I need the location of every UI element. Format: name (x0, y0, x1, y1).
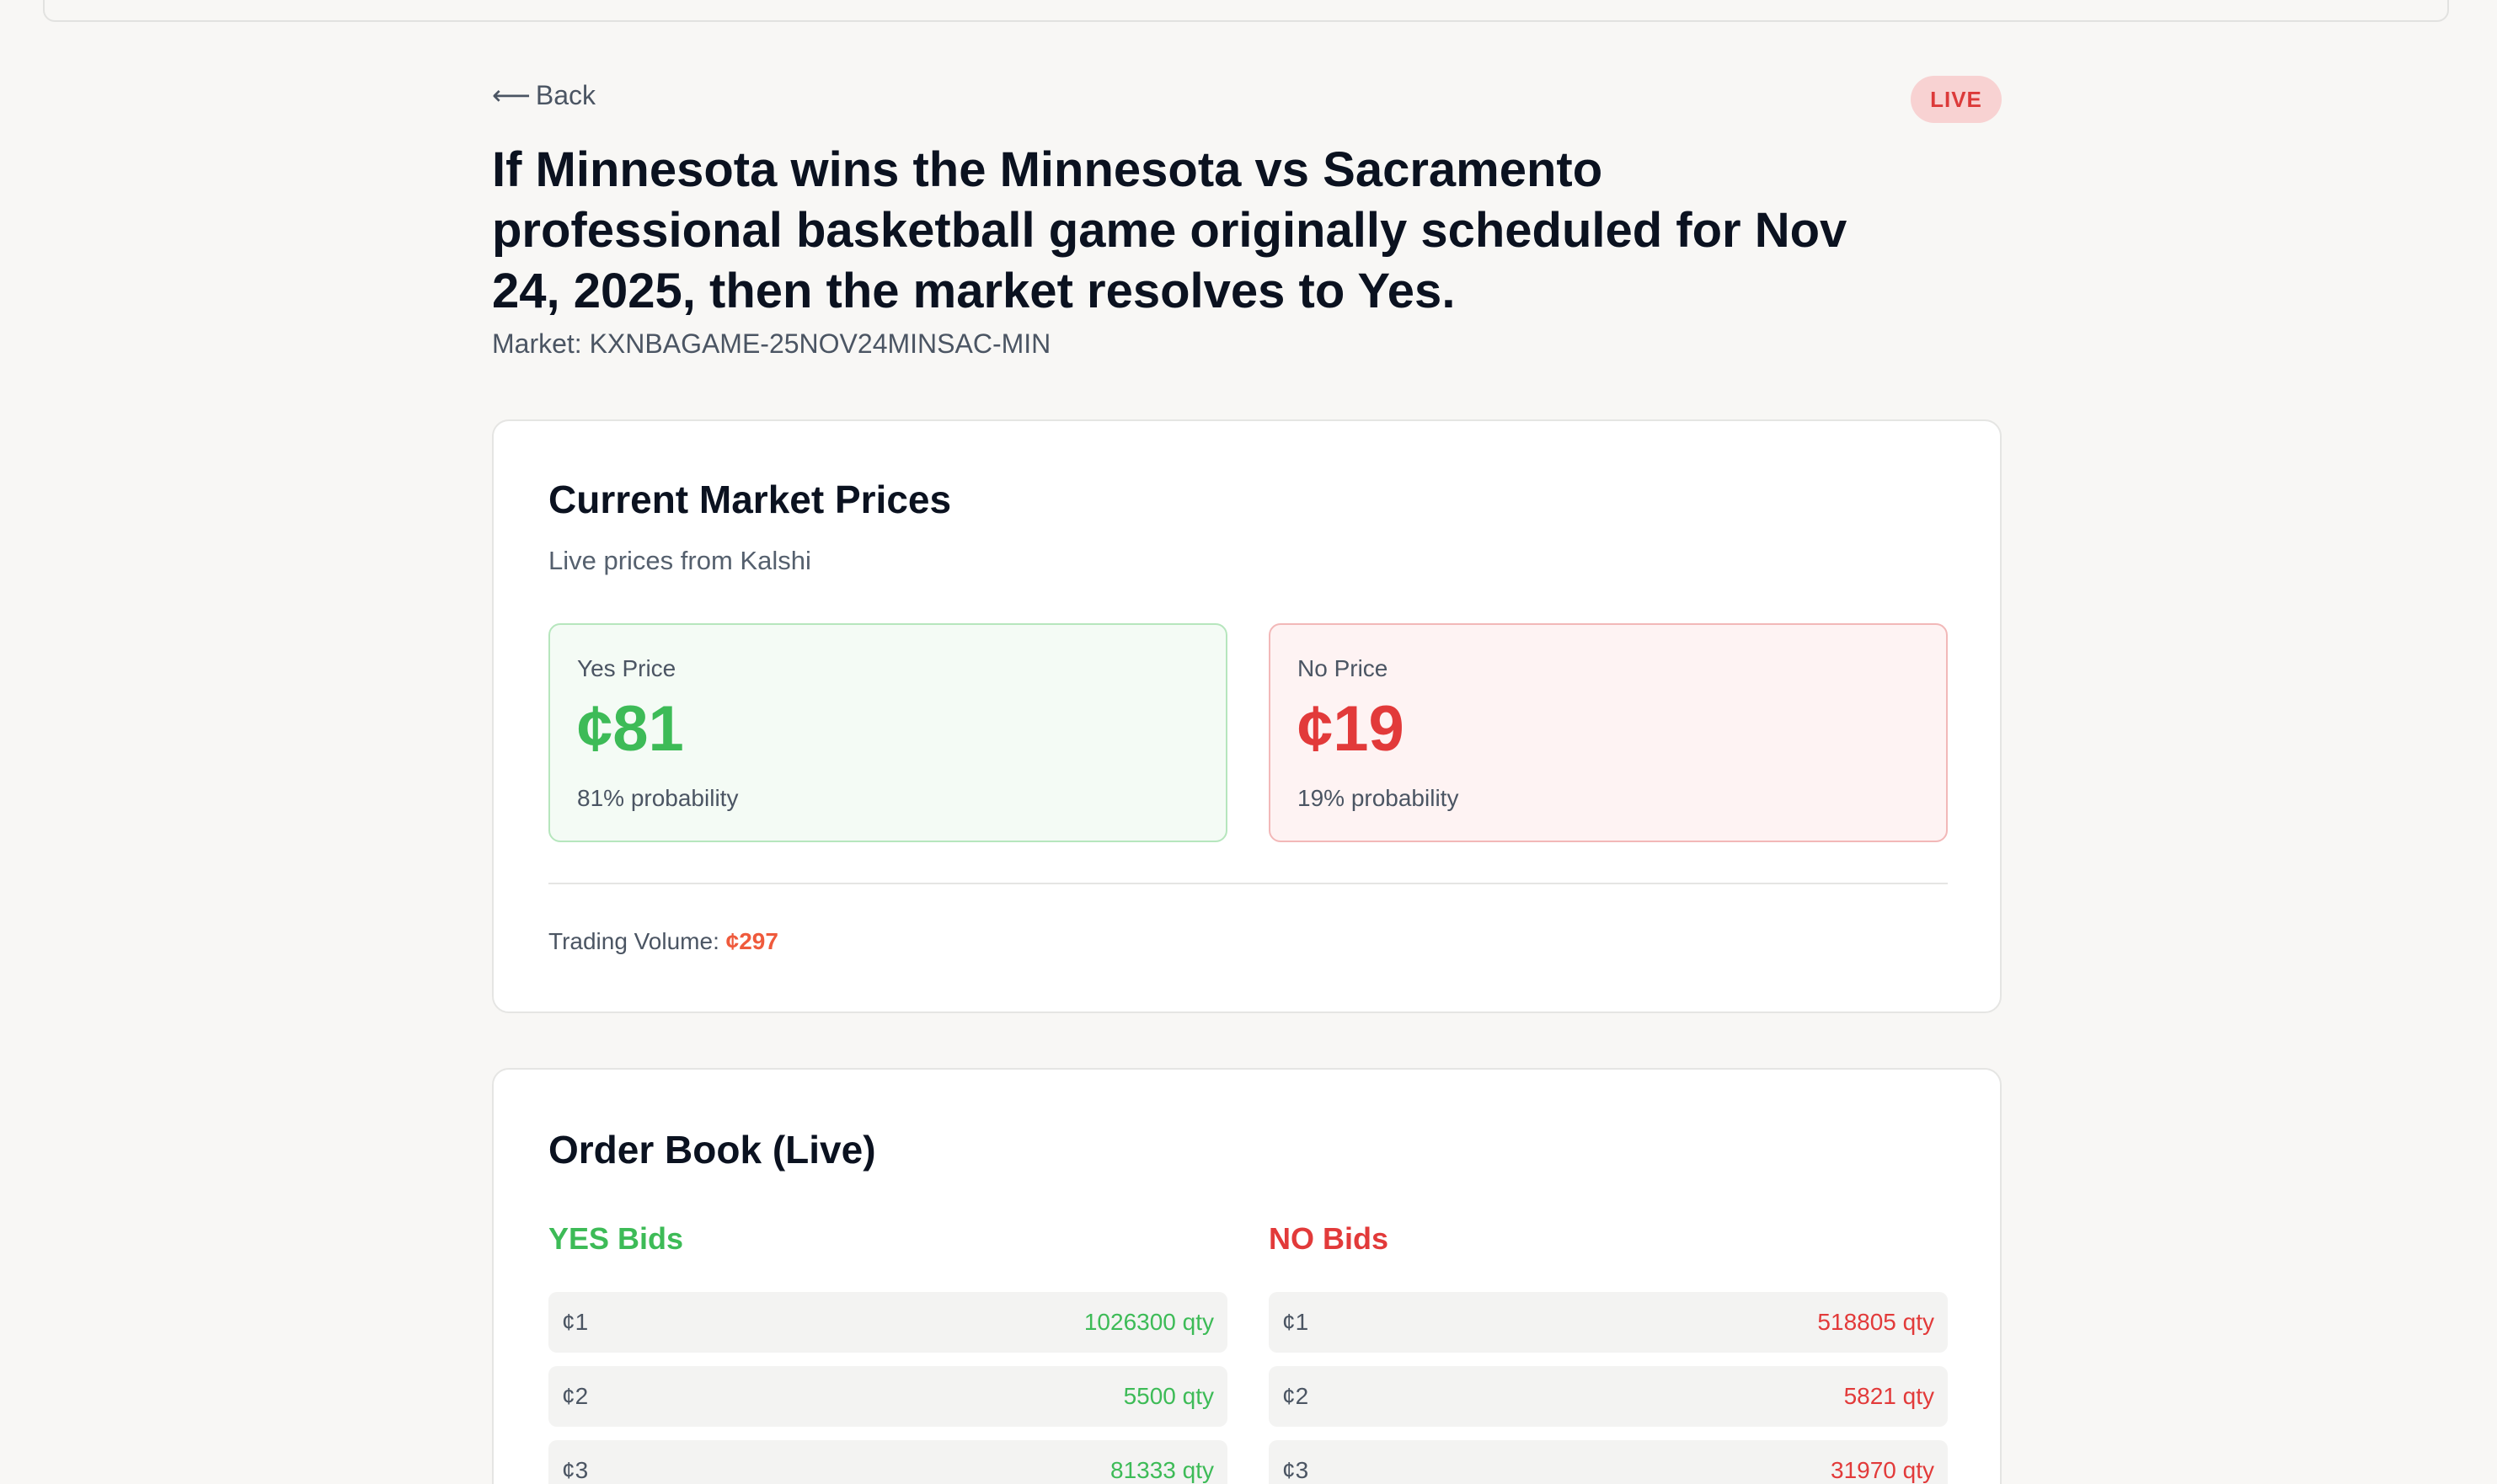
yes-price-label: Yes Price (577, 655, 676, 681)
yes-bid-row[interactable]: ¢3 81333 qty (548, 1440, 1227, 1484)
prices-card-title: Current Market Prices (548, 478, 952, 521)
trading-volume: Trading Volume: ¢297 (548, 928, 778, 955)
back-arrow-icon: ⟵ (492, 80, 531, 110)
yes-bid-row[interactable]: ¢1 1026300 qty (548, 1292, 1227, 1353)
bid-price: ¢2 (1282, 1383, 1309, 1409)
no-price-box[interactable]: No Price ¢19 19% probability (1269, 623, 1948, 842)
bid-price: ¢1 (1282, 1309, 1309, 1335)
live-status-badge: LIVE (1911, 76, 2002, 123)
bid-quantity: 518805 qty (1817, 1309, 1934, 1335)
bid-quantity: 31970 qty (1831, 1457, 1934, 1483)
bid-price: ¢1 (562, 1309, 589, 1335)
order-book-title: Order Book (Live) (548, 1128, 876, 1172)
back-link[interactable]: ⟵ Back (492, 79, 596, 111)
market-ticker: Market: KXNBAGAME-25NOV24MINSAC-MIN (492, 328, 1051, 359)
no-price-value: ¢19 (1297, 693, 1404, 765)
yes-price-value: ¢81 (577, 693, 684, 765)
no-bid-row[interactable]: ¢3 31970 qty (1269, 1440, 1948, 1484)
no-bid-row[interactable]: ¢1 518805 qty (1269, 1292, 1948, 1353)
prices-divider (548, 883, 1948, 884)
yes-bids-heading: YES Bids (548, 1221, 684, 1256)
bid-quantity: 81333 qty (1110, 1457, 1214, 1483)
no-probability: 19% probability (1297, 785, 1459, 811)
market-title: If Minnesota wins the Minnesota vs Sacra… (492, 142, 1847, 318)
yes-bid-row[interactable]: ¢2 5500 qty (548, 1366, 1227, 1427)
no-bids-list: ¢1 518805 qty ¢2 5821 qty ¢3 31970 qty (1269, 1292, 1948, 1484)
no-price-label: No Price (1297, 655, 1388, 681)
no-bids-heading: NO Bids (1269, 1221, 1389, 1256)
yes-bids-list: ¢1 1026300 qty ¢2 5500 qty ¢3 81333 qty (548, 1292, 1227, 1484)
order-book-card: Order Book (Live) YES Bids NO Bids ¢1 10… (492, 1068, 2002, 1484)
trading-volume-value: ¢297 (725, 928, 778, 954)
trading-volume-label: Trading Volume: (548, 928, 719, 954)
bid-price: ¢2 (562, 1383, 589, 1409)
bid-quantity: 5821 qty (1843, 1383, 1934, 1409)
top-header-bar (43, 0, 2449, 22)
bid-quantity: 1026300 qty (1083, 1309, 1214, 1335)
back-label: Back (535, 79, 596, 110)
yes-price-box[interactable]: Yes Price ¢81 81% probability (548, 623, 1227, 842)
yes-probability: 81% probability (577, 785, 739, 811)
bid-price: ¢3 (562, 1457, 589, 1483)
market-prices-card: Current Market Prices Live prices from K… (492, 419, 2002, 1013)
bid-quantity: 5500 qty (1123, 1383, 1214, 1409)
no-bid-row[interactable]: ¢2 5821 qty (1269, 1366, 1948, 1427)
bid-price: ¢3 (1282, 1457, 1309, 1483)
prices-card-subtitle: Live prices from Kalshi (548, 546, 811, 575)
